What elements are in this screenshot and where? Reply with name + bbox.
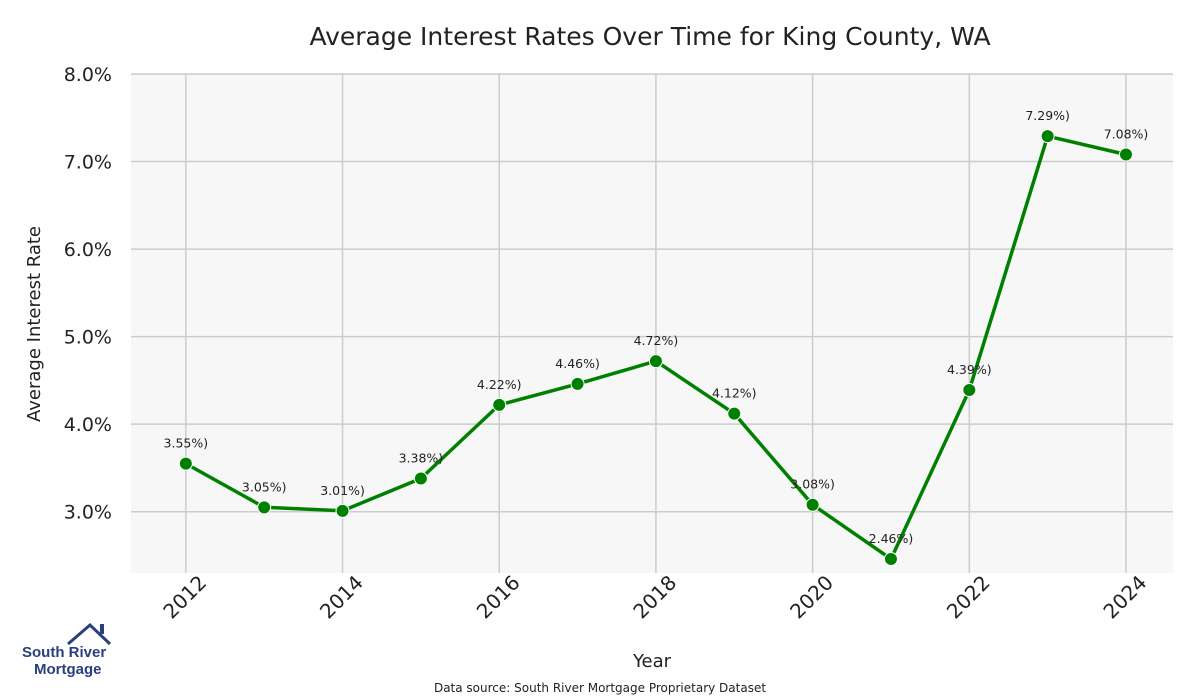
plot-area — [131, 74, 1173, 573]
data-label: 3.55%) — [164, 436, 209, 451]
logo-text-line2: Mortgage — [34, 661, 102, 678]
data-source-note: Data source: South River Mortgage Propri… — [433, 681, 767, 695]
data-point — [1040, 129, 1055, 144]
data-label: 3.08%) — [790, 477, 835, 492]
data-point — [413, 471, 428, 486]
x-axis-title: Year — [632, 651, 672, 672]
data-point — [962, 383, 977, 398]
data-point — [257, 500, 272, 515]
data-point — [1118, 147, 1133, 162]
house-roof-icon — [67, 622, 112, 646]
y-tick-label: 4.0% — [64, 414, 112, 436]
data-point — [648, 354, 663, 369]
data-label: 4.22%) — [477, 377, 522, 392]
chart-title: Average Interest Rates Over Time for Kin… — [309, 22, 991, 51]
x-tick-label: 2020 — [785, 570, 838, 623]
y-tick-label: 6.0% — [64, 239, 112, 261]
x-tick-label: 2018 — [628, 570, 681, 623]
data-label: 3.01%) — [320, 483, 365, 498]
x-tick-label: 2014 — [315, 570, 368, 623]
data-point — [805, 497, 820, 512]
data-point — [492, 397, 507, 412]
x-tick-labels: 2012 2014 2016 2018 2020 2022 2024 — [158, 570, 1151, 623]
data-label: 4.46%) — [555, 356, 600, 371]
data-label: 4.39%) — [947, 362, 992, 377]
x-tick-label: 2016 — [472, 570, 525, 623]
data-label: 7.29%) — [1025, 108, 1070, 123]
data-labels: 3.55%) 3.05%) 3.01%) 3.38%) 4.22%) 4.46%) 4.72… — [164, 108, 1149, 546]
logo-text-line1: South River — [22, 644, 107, 661]
y-gridlines — [131, 73, 1173, 513]
data-point — [335, 503, 350, 518]
y-tick-label: 3.0% — [64, 502, 112, 524]
y-tick-label: 5.0% — [64, 327, 112, 349]
data-label: 3.38%) — [399, 450, 444, 465]
y-tick-labels: 3.0% 4.0% 5.0% 6.0% 7.0% 8.0% — [64, 64, 112, 524]
y-tick-label: 7.0% — [64, 152, 112, 174]
data-label: 2.46%) — [869, 531, 914, 546]
data-point — [570, 376, 585, 391]
data-label: 4.12%) — [712, 386, 757, 401]
data-label: 4.72%) — [634, 333, 679, 348]
data-point — [883, 551, 898, 566]
data-label: 7.08%) — [1104, 127, 1149, 142]
data-label: 3.05%) — [242, 479, 287, 494]
x-tick-label: 2012 — [158, 570, 211, 623]
data-points — [178, 129, 1133, 566]
x-tick-label: 2024 — [1098, 570, 1151, 623]
data-point — [727, 406, 742, 421]
data-point — [178, 456, 193, 471]
x-tick-label: 2022 — [942, 570, 995, 623]
y-tick-label: 8.0% — [64, 64, 112, 86]
company-logo: South River Mortgage — [22, 622, 122, 682]
y-axis-title: Average Interest Rate — [24, 226, 45, 422]
